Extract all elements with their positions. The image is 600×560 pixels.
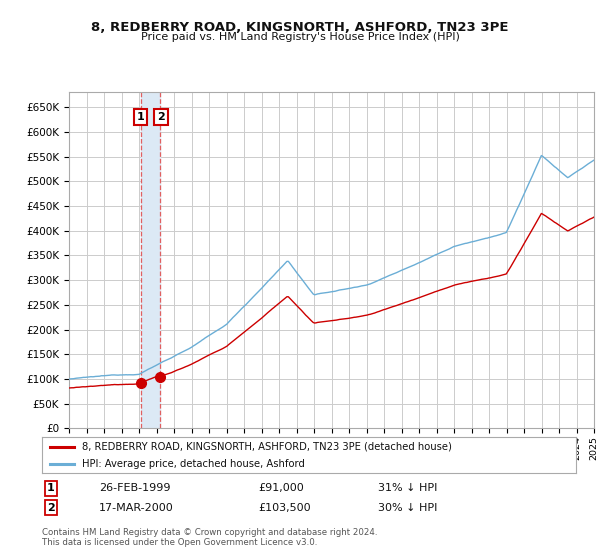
Text: Contains HM Land Registry data © Crown copyright and database right 2024.
This d: Contains HM Land Registry data © Crown c… — [42, 528, 377, 547]
Text: 31% ↓ HPI: 31% ↓ HPI — [378, 483, 437, 493]
Text: HPI: Average price, detached house, Ashford: HPI: Average price, detached house, Ashf… — [82, 459, 305, 469]
Text: 1: 1 — [136, 112, 144, 122]
Text: 26-FEB-1999: 26-FEB-1999 — [99, 483, 170, 493]
Text: Price paid vs. HM Land Registry's House Price Index (HPI): Price paid vs. HM Land Registry's House … — [140, 32, 460, 43]
Text: 30% ↓ HPI: 30% ↓ HPI — [378, 503, 437, 513]
Text: 1: 1 — [47, 483, 55, 493]
Text: 2: 2 — [157, 112, 165, 122]
Text: 17-MAR-2000: 17-MAR-2000 — [99, 503, 174, 513]
Text: 8, REDBERRY ROAD, KINGSNORTH, ASHFORD, TN23 3PE (detached house): 8, REDBERRY ROAD, KINGSNORTH, ASHFORD, T… — [82, 442, 452, 452]
Bar — [141, 92, 160, 428]
Text: 8, REDBERRY ROAD, KINGSNORTH, ASHFORD, TN23 3PE: 8, REDBERRY ROAD, KINGSNORTH, ASHFORD, T… — [91, 21, 509, 34]
Text: £103,500: £103,500 — [258, 503, 311, 513]
Text: 2: 2 — [47, 503, 55, 513]
Text: £91,000: £91,000 — [258, 483, 304, 493]
